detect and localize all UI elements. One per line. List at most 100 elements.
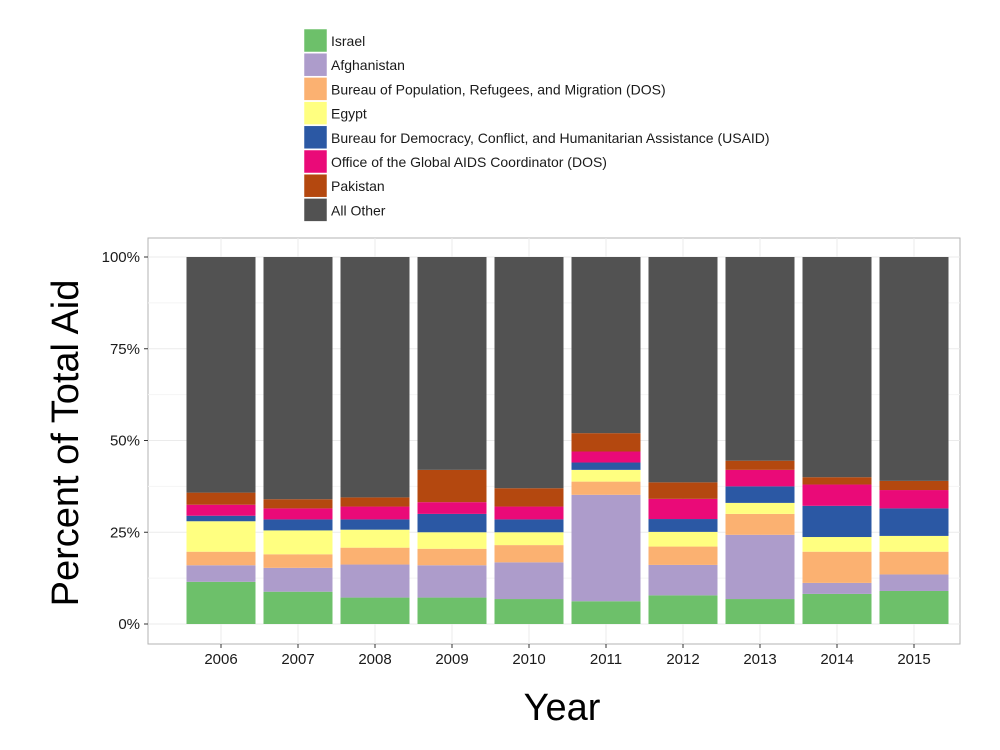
bar-segment — [725, 257, 795, 461]
x-tick-label: 2012 — [666, 651, 699, 668]
x-tick-label: 2009 — [435, 651, 468, 668]
bar-segment — [648, 482, 718, 499]
legend-key — [303, 125, 328, 150]
bar-segment — [494, 562, 564, 600]
y-axis-title: Percent of Total Aid — [45, 280, 87, 607]
bar-segment — [340, 506, 410, 520]
bar-segment — [263, 519, 333, 531]
bar-segment — [879, 490, 949, 509]
x-tick-label: 2015 — [897, 651, 930, 668]
bar-segment — [648, 257, 718, 483]
bars — [186, 257, 949, 624]
x-tick-label: 2013 — [743, 651, 776, 668]
bar-segment — [340, 497, 410, 507]
bar-segment — [494, 599, 564, 624]
legend-key — [303, 173, 328, 198]
legend-key — [303, 101, 328, 125]
bar-segment — [802, 477, 872, 485]
x-axis-title: Year — [524, 687, 601, 729]
bar-segment — [802, 593, 872, 624]
bar-segment — [340, 257, 410, 498]
bar-segment — [186, 581, 256, 624]
bar-segment — [879, 535, 949, 552]
bar-segment — [879, 574, 949, 591]
x-tick-label: 2011 — [590, 651, 622, 668]
bar-segment — [417, 502, 487, 514]
bar-segment — [494, 519, 564, 533]
bar-segment — [802, 505, 872, 538]
bar-segment — [648, 519, 718, 532]
bar-segment — [725, 513, 795, 535]
bar-segment — [648, 531, 718, 547]
bar-segment — [186, 515, 256, 522]
bar-segment — [186, 521, 256, 552]
bar-segment — [571, 494, 641, 602]
y-axis: 0% 25% 50% 75% 100% — [102, 249, 148, 633]
x-tick-label: 2010 — [512, 651, 545, 668]
bar-segment — [571, 433, 641, 452]
x-tick-label: 2006 — [204, 651, 237, 668]
bar-segment — [725, 534, 795, 600]
legend: Israel Afghanistan Bureau of Population, R… — [303, 28, 770, 222]
legend-label: Bureau of Population, Refugees, and Migr… — [331, 81, 666, 97]
legend-label: Pakistan — [331, 178, 385, 194]
bar-segment — [648, 546, 718, 565]
bar-segment — [417, 513, 487, 533]
bar-segment — [571, 469, 641, 482]
bar-segment — [879, 257, 949, 481]
legend-key — [303, 52, 328, 77]
legend-key — [303, 77, 328, 101]
legend-key — [303, 28, 328, 53]
bar-segment — [725, 469, 795, 487]
bar-segment — [571, 462, 641, 470]
bar-segment — [186, 565, 256, 582]
bar-segment — [571, 481, 641, 495]
legend-label: All Other — [331, 202, 386, 218]
bar-segment — [571, 601, 641, 624]
x-tick-label: 2014 — [820, 651, 853, 668]
bar-segment — [263, 499, 333, 509]
bar-segment — [263, 257, 333, 500]
bar-segment — [340, 529, 410, 548]
y-tick-label: 0% — [118, 616, 140, 633]
bar-segment — [494, 545, 564, 563]
bar-segment — [263, 567, 333, 592]
bar-segment — [725, 502, 795, 514]
bar-segment — [263, 530, 333, 555]
bar-segment — [494, 488, 564, 507]
bar-segment — [417, 469, 487, 503]
bar-segment — [186, 492, 256, 505]
x-tick-label: 2008 — [358, 651, 391, 668]
bar-segment — [571, 257, 641, 434]
bar-segment — [340, 547, 410, 565]
bar-segment — [648, 564, 718, 596]
bar-segment — [340, 519, 410, 530]
legend-label: Israel — [331, 33, 365, 49]
bar-segment — [571, 451, 641, 463]
bar-segment — [417, 597, 487, 624]
bar-segment — [340, 564, 410, 598]
bar-segment — [879, 551, 949, 575]
y-tick-label: 75% — [110, 341, 140, 358]
bar-segment — [802, 582, 872, 594]
bar-segment — [263, 508, 333, 520]
bar-segment — [263, 591, 333, 624]
bar-segment — [879, 480, 949, 491]
legend-label: Afghanistan — [331, 57, 405, 73]
bar-segment — [879, 590, 949, 624]
bar-segment — [186, 504, 256, 516]
legend-label: Egypt — [331, 106, 367, 122]
bar-segment — [417, 548, 487, 566]
legend-label: Bureau for Democracy, Conflict, and Huma… — [331, 130, 770, 146]
x-tick-label: 2007 — [281, 651, 314, 668]
legend-key — [303, 149, 328, 174]
bar-segment — [494, 532, 564, 546]
bar-segment — [263, 554, 333, 568]
bar-segment — [417, 532, 487, 549]
bar-segment — [802, 537, 872, 552]
bar-segment — [340, 597, 410, 624]
legend-key — [303, 198, 328, 222]
bar-segment — [186, 257, 256, 493]
bar-segment — [186, 551, 256, 566]
